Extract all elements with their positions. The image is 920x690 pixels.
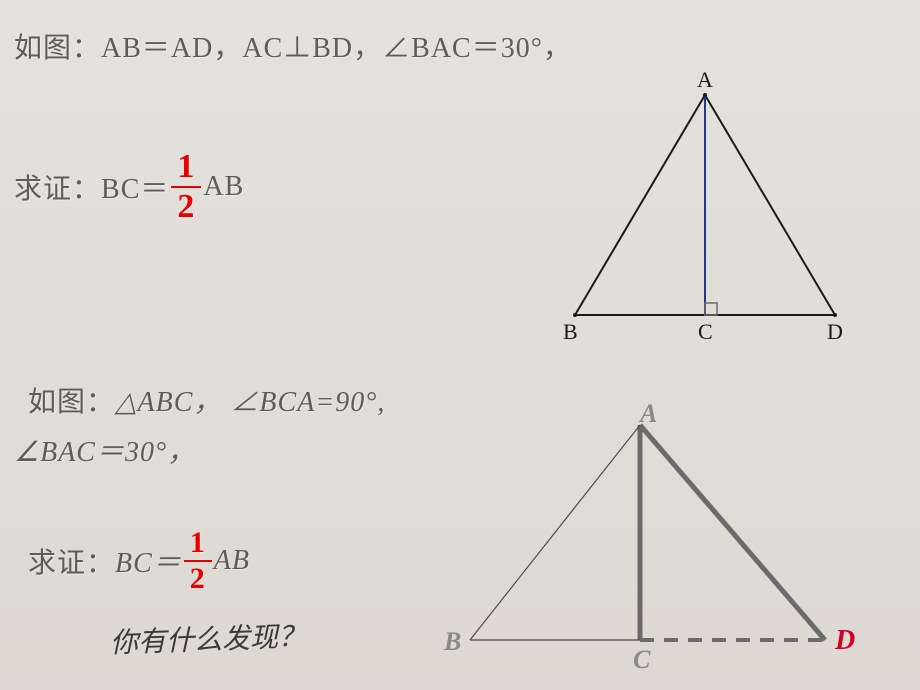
p1-frac-den: 2 bbox=[171, 188, 201, 224]
p2-diagram: A B C D bbox=[440, 415, 870, 675]
p2-prove: 求证： BC＝ 1 2 AB bbox=[28, 528, 250, 594]
p1-given-pre: 如图： bbox=[14, 33, 101, 64]
p1-frac-num: 1 bbox=[171, 150, 201, 188]
p1-vertex-a-dot bbox=[703, 93, 707, 97]
p2-label-b: B bbox=[444, 627, 461, 657]
p2-label-d: D bbox=[835, 625, 855, 657]
p2-edge-ab bbox=[470, 425, 640, 640]
p2-given-2: ∠BAC＝30°， bbox=[14, 430, 196, 470]
slide: 如图：AB＝AD，AC⊥BD，∠BAC＝30°， 求证： BC＝ 1 2 AB … bbox=[0, 0, 920, 690]
p2-given-pre: 如图： bbox=[28, 387, 115, 418]
p1-edge-ad bbox=[705, 95, 835, 315]
p2-edge-ad bbox=[640, 425, 825, 640]
p1-label-a: A bbox=[697, 67, 713, 93]
p1-edge-ab bbox=[575, 95, 705, 315]
p2-label-c: C bbox=[633, 645, 650, 675]
p1-label-d: D bbox=[827, 319, 843, 345]
p1-given-body: AB＝AD，AC⊥BD，∠BAC＝30°， bbox=[101, 33, 572, 64]
p1-label-b: B bbox=[563, 319, 578, 345]
p1-label-c: C bbox=[698, 319, 713, 345]
p2-label-a: A bbox=[640, 399, 657, 429]
p1-prove: 求证： BC＝ 1 2 AB bbox=[14, 150, 244, 224]
p2-given-1: 如图：△ABC， ∠BCA=90°, bbox=[28, 380, 385, 420]
p1-vertex-d-dot bbox=[833, 313, 837, 317]
p2-prompt: 你有什么发现？ bbox=[109, 615, 306, 662]
p2-prove-lhs: BC＝ bbox=[115, 541, 182, 581]
p1-right-angle bbox=[705, 303, 717, 315]
p1-vertex-b-dot bbox=[573, 313, 577, 317]
p1-prove-rhs: AB bbox=[203, 171, 244, 203]
p2-fraction: 1 2 bbox=[184, 528, 212, 594]
p2-svg bbox=[440, 415, 870, 675]
p2-given-body: △ABC， ∠BCA=90°, bbox=[115, 387, 385, 418]
p2-prove-pre: 求证： bbox=[28, 541, 115, 581]
p1-prove-lhs: BC＝ bbox=[101, 167, 169, 207]
p2-frac-den: 2 bbox=[184, 562, 212, 594]
p1-svg bbox=[555, 85, 865, 355]
p1-diagram: A B C D bbox=[555, 85, 865, 355]
p2-prove-rhs: AB bbox=[214, 545, 250, 577]
p1-prove-pre: 求证： bbox=[14, 167, 101, 207]
p2-frac-num: 1 bbox=[184, 528, 212, 562]
p1-given: 如图：AB＝AD，AC⊥BD，∠BAC＝30°， bbox=[14, 26, 572, 66]
p1-fraction: 1 2 bbox=[171, 150, 201, 224]
